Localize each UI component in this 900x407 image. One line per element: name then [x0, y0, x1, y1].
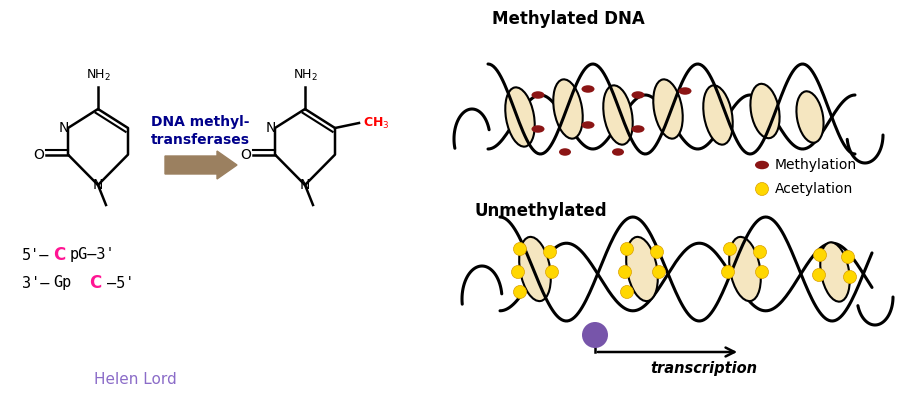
Ellipse shape — [519, 237, 551, 301]
Text: Unmethylated: Unmethylated — [475, 202, 608, 220]
Ellipse shape — [722, 265, 734, 278]
Ellipse shape — [544, 245, 556, 258]
Text: C: C — [89, 274, 101, 292]
FancyArrow shape — [165, 151, 237, 179]
Text: N: N — [300, 178, 310, 192]
Ellipse shape — [820, 242, 850, 302]
Text: N: N — [266, 121, 276, 135]
Text: N: N — [93, 178, 104, 192]
Text: CH$_3$: CH$_3$ — [363, 116, 390, 131]
Ellipse shape — [554, 79, 582, 139]
Text: transcription: transcription — [650, 361, 757, 376]
Ellipse shape — [511, 265, 525, 278]
Ellipse shape — [620, 285, 634, 298]
Ellipse shape — [532, 125, 544, 133]
Ellipse shape — [603, 85, 633, 144]
Ellipse shape — [724, 243, 736, 256]
Ellipse shape — [505, 88, 535, 147]
Ellipse shape — [582, 322, 608, 348]
Ellipse shape — [755, 265, 769, 278]
Text: Methylation: Methylation — [775, 158, 857, 172]
Text: NH$_2$: NH$_2$ — [86, 68, 111, 83]
Ellipse shape — [843, 271, 857, 284]
Ellipse shape — [755, 182, 769, 195]
Ellipse shape — [632, 91, 644, 99]
Ellipse shape — [545, 265, 559, 278]
Ellipse shape — [581, 121, 595, 129]
Text: 3'–: 3'– — [22, 276, 50, 291]
Ellipse shape — [703, 85, 733, 144]
Ellipse shape — [753, 245, 767, 258]
Text: Acetylation: Acetylation — [775, 182, 853, 196]
Ellipse shape — [751, 84, 779, 138]
Ellipse shape — [559, 148, 571, 156]
Ellipse shape — [626, 237, 658, 301]
Ellipse shape — [679, 87, 691, 95]
Ellipse shape — [514, 285, 526, 298]
Ellipse shape — [651, 245, 663, 258]
Text: transferases: transferases — [150, 133, 249, 147]
Ellipse shape — [581, 85, 595, 93]
Ellipse shape — [813, 269, 825, 282]
Text: Helen Lord: Helen Lord — [94, 372, 176, 387]
Ellipse shape — [842, 250, 854, 263]
Text: NH$_2$: NH$_2$ — [292, 68, 318, 83]
Text: 5'–: 5'– — [22, 247, 50, 263]
Text: –5': –5' — [107, 276, 134, 291]
Text: DNA methyl-: DNA methyl- — [151, 115, 249, 129]
Ellipse shape — [612, 148, 624, 156]
Text: O: O — [33, 148, 44, 162]
Ellipse shape — [653, 79, 683, 139]
Ellipse shape — [632, 125, 644, 133]
Text: O: O — [240, 148, 251, 162]
Ellipse shape — [652, 265, 665, 278]
Text: N: N — [58, 121, 69, 135]
Text: pG–3': pG–3' — [70, 247, 115, 263]
Ellipse shape — [532, 91, 544, 99]
Text: Methylated DNA: Methylated DNA — [492, 10, 644, 28]
Ellipse shape — [620, 243, 634, 256]
Ellipse shape — [755, 161, 769, 169]
Ellipse shape — [729, 237, 760, 301]
Ellipse shape — [514, 243, 526, 256]
Ellipse shape — [796, 91, 824, 143]
Ellipse shape — [814, 249, 826, 262]
Text: C: C — [53, 246, 65, 264]
Text: Gp: Gp — [53, 276, 71, 291]
Ellipse shape — [618, 265, 632, 278]
